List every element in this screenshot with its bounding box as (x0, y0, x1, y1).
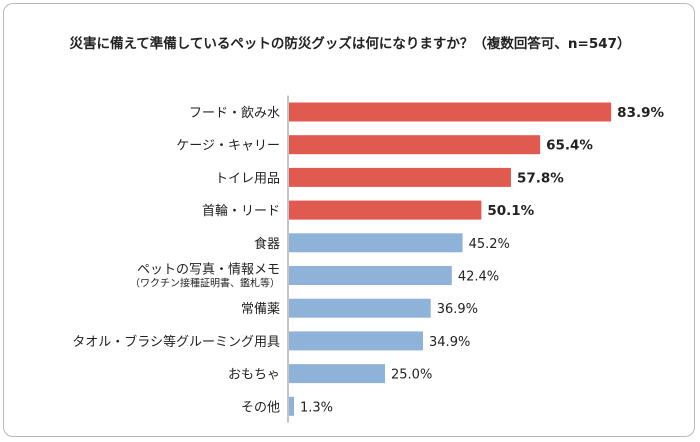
bar (289, 396, 294, 416)
bars-layer: 83.9% フード・飲み水 65.4% ケージ・キャリー 57.8% トイレ用品 50.1%… (72, 102, 664, 416)
bar (289, 266, 452, 285)
bar (289, 331, 424, 351)
category-label: 食器 (254, 236, 280, 252)
category-label: フード・飲み水 (189, 105, 280, 121)
bar (289, 298, 431, 318)
data-label: 1.3% (300, 400, 333, 415)
bar (289, 364, 385, 384)
bar (289, 102, 612, 122)
category-label: 首輪・リード (202, 203, 280, 219)
bar (289, 135, 541, 155)
data-label: 25.0% (391, 368, 432, 383)
data-label: 83.9% (617, 105, 664, 121)
category-label: ペットの写真・情報メモ (137, 263, 280, 278)
category-label: おもちゃ (228, 368, 280, 383)
category-label: その他 (241, 400, 280, 415)
bar (289, 233, 463, 253)
data-label: 42.4% (458, 270, 499, 285)
data-label: 57.8% (517, 170, 564, 186)
category-label: 常備薬 (241, 301, 280, 317)
bar (289, 200, 482, 220)
bar (289, 167, 511, 187)
category-label: タオル・ブラシ等グルーミング用具 (72, 334, 280, 350)
category-label: ケージ・キャリー (176, 139, 280, 154)
data-label: 65.4% (546, 138, 593, 154)
chart-title: 災害に備えて準備しているペットの防災グッズは何になりますか？（複数回答可、n=5… (69, 36, 631, 52)
category-sublabel: （ワクチン接種証明書、鑑札等） (130, 277, 280, 290)
data-label: 50.1% (487, 203, 534, 219)
data-label: 45.2% (469, 237, 510, 252)
data-label: 36.9% (437, 302, 478, 317)
category-label: トイレ用品 (215, 171, 280, 186)
data-label: 34.9% (429, 335, 470, 350)
